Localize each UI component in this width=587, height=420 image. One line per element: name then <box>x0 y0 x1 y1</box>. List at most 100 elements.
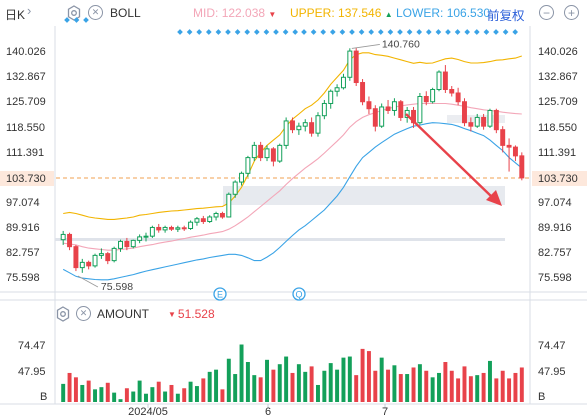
volume-bar[interactable] <box>271 369 276 402</box>
volume-bar[interactable] <box>131 391 136 402</box>
candle-body[interactable] <box>455 92 461 103</box>
candle-body[interactable] <box>98 253 104 256</box>
volume-bar[interactable] <box>61 383 66 402</box>
candle-body[interactable] <box>258 144 264 159</box>
volume-bar[interactable] <box>437 372 441 402</box>
candle-body[interactable] <box>436 71 442 91</box>
volume-bar[interactable] <box>67 372 72 402</box>
close-indicator-button[interactable]: ✕ <box>88 5 103 20</box>
candle-body[interactable] <box>245 157 251 174</box>
volume-bar[interactable] <box>481 372 486 402</box>
volume-bar[interactable] <box>239 344 244 402</box>
candle-body[interactable] <box>86 261 92 267</box>
candle-body[interactable] <box>334 87 340 92</box>
volume-bar[interactable] <box>309 366 314 402</box>
volume-bar[interactable] <box>475 375 480 402</box>
volume-bar[interactable] <box>214 369 219 402</box>
volume-bar[interactable] <box>73 377 78 402</box>
volume-bar[interactable] <box>322 370 327 402</box>
adjust-mode-button[interactable]: 前复权 <box>487 9 525 23</box>
candle-body[interactable] <box>67 233 73 248</box>
candle-body[interactable] <box>60 233 66 241</box>
volume-bar[interactable] <box>112 392 117 402</box>
volume-bar[interactable] <box>392 365 397 402</box>
volume-bar[interactable] <box>150 387 155 402</box>
candle-body[interactable] <box>188 221 194 229</box>
volume-bar[interactable] <box>118 399 123 402</box>
sub-indicator-name[interactable]: AMOUNT <box>97 307 149 321</box>
candle-body[interactable] <box>118 240 123 249</box>
sub-settings-gear-icon[interactable] <box>55 306 71 322</box>
volume-bar[interactable] <box>137 380 142 402</box>
candle-body[interactable] <box>283 120 289 146</box>
volume-bar[interactable] <box>175 393 180 402</box>
candle-body[interactable] <box>137 236 143 241</box>
volume-bar[interactable] <box>245 362 250 402</box>
volume-bar[interactable] <box>373 370 378 402</box>
volume-bar[interactable] <box>417 364 422 402</box>
volume-bar[interactable] <box>105 382 110 402</box>
volume-bar[interactable] <box>99 387 104 402</box>
candle-body[interactable] <box>124 240 130 248</box>
candle-body[interactable] <box>194 218 200 223</box>
volume-bar[interactable] <box>513 372 518 402</box>
volume-bar[interactable] <box>398 374 403 402</box>
volume-bar[interactable] <box>328 363 333 402</box>
volume-bar[interactable] <box>443 362 448 402</box>
candle-body[interactable] <box>430 89 436 103</box>
candle-body[interactable] <box>296 125 302 131</box>
volume-bar[interactable] <box>424 370 429 402</box>
volume-bar[interactable] <box>456 378 461 402</box>
candle-body[interactable] <box>417 95 423 124</box>
volume-bar[interactable] <box>462 366 467 402</box>
event-marker-q[interactable] <box>292 287 306 301</box>
volume-bar[interactable] <box>335 369 340 402</box>
candle-body[interactable] <box>302 122 308 127</box>
candle-body[interactable] <box>372 108 378 127</box>
volume-bar[interactable] <box>316 384 320 402</box>
candle-body[interactable] <box>232 181 238 195</box>
volume-bar[interactable] <box>430 377 435 402</box>
candle-body[interactable] <box>506 144 512 148</box>
candle-body[interactable] <box>391 101 397 111</box>
volume-bar[interactable] <box>284 356 289 402</box>
candle-body[interactable] <box>181 227 187 230</box>
volume-bar[interactable] <box>347 356 352 402</box>
sub-close-button[interactable]: ✕ <box>76 306 91 321</box>
volume-bar[interactable] <box>156 381 161 402</box>
candle-body[interactable] <box>290 120 295 131</box>
volume-bar[interactable] <box>124 388 129 402</box>
candle-body[interactable] <box>462 101 467 124</box>
volume-bar[interactable] <box>194 386 199 402</box>
volume-bar[interactable] <box>366 351 371 402</box>
volume-bar[interactable] <box>188 381 193 402</box>
candle-body[interactable] <box>111 247 117 262</box>
volume-bar[interactable] <box>507 378 512 402</box>
volume-bar[interactable] <box>233 374 238 402</box>
candle-body[interactable] <box>143 235 149 238</box>
candle-body[interactable] <box>398 101 404 118</box>
volume-bar[interactable] <box>226 358 231 402</box>
volume-bar[interactable] <box>487 360 492 402</box>
volume-bar[interactable] <box>163 391 168 402</box>
candle-body[interactable] <box>328 90 334 104</box>
candle-body[interactable] <box>219 212 225 218</box>
candle-body[interactable] <box>360 82 366 103</box>
volume-bar[interactable] <box>296 364 301 402</box>
candle-body[interactable] <box>149 226 155 237</box>
candle-body[interactable] <box>175 227 181 230</box>
candle-body[interactable] <box>270 148 276 162</box>
period-selector[interactable]: 日K <box>5 8 26 22</box>
volume-bar[interactable] <box>379 357 384 402</box>
volume-bar[interactable] <box>220 389 225 402</box>
candle-body[interactable] <box>264 148 270 159</box>
volume-bar[interactable] <box>449 370 454 402</box>
candle-body[interactable] <box>162 226 168 231</box>
volume-bar[interactable] <box>80 384 85 402</box>
candle-body[interactable] <box>340 76 346 89</box>
volume-bar[interactable] <box>500 370 505 402</box>
candle-body[interactable] <box>277 144 283 162</box>
volume-bar[interactable] <box>303 371 308 402</box>
candle-body[interactable] <box>487 109 493 127</box>
